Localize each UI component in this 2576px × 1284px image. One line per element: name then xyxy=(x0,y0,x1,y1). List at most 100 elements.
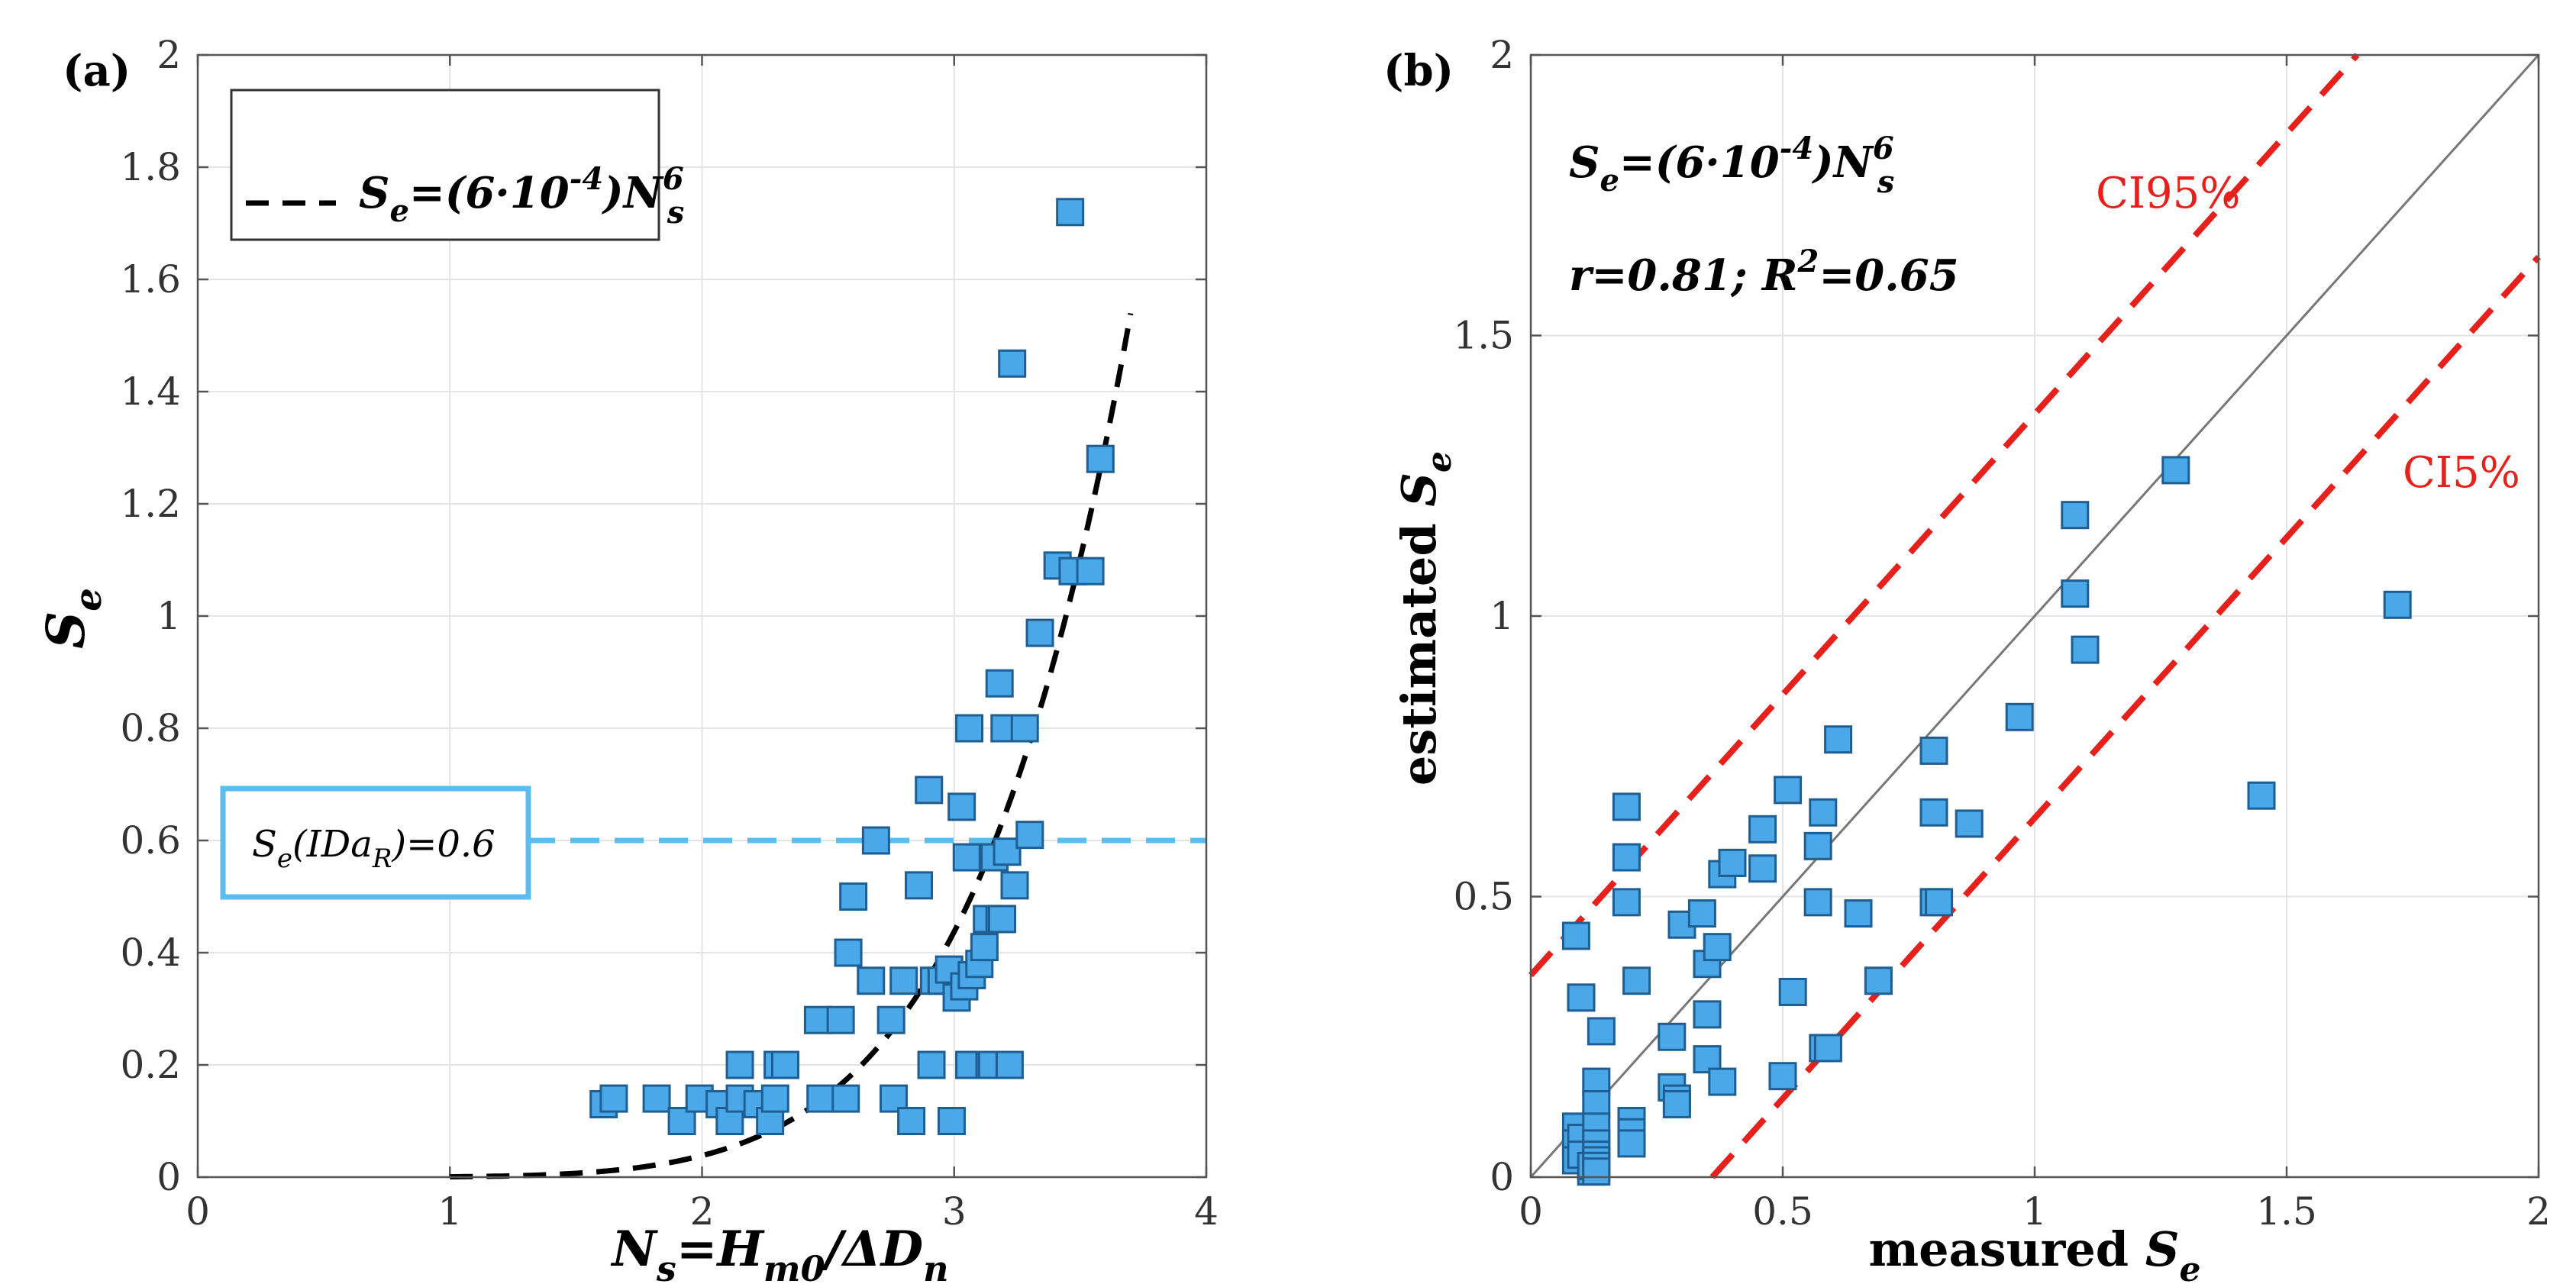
panel-b-data-point xyxy=(1768,1062,1797,1091)
panel-a-data-point xyxy=(831,1084,860,1113)
panel-b-data-point xyxy=(1778,977,1807,1006)
panel-a-data-point xyxy=(1015,821,1044,850)
panel-a-label: (a) xyxy=(63,46,131,96)
panel-b-data-point xyxy=(1693,1000,1722,1029)
panel-a-ytick-label: 0 xyxy=(157,1155,181,1199)
panel-a-xtick-label: 3 xyxy=(942,1189,967,1234)
panel-b-ytick-label: 2 xyxy=(1490,33,1514,77)
panel-b-data-point xyxy=(2383,590,2412,619)
panel-a-ytick-label: 1.4 xyxy=(120,369,181,414)
panel-a-data-point xyxy=(1086,444,1115,473)
panel-a-data-point xyxy=(998,349,1027,378)
panel-a-data-point xyxy=(806,1084,835,1113)
panel-b-data-point xyxy=(1687,899,1716,928)
panel-a-data-point xyxy=(915,776,944,805)
panel-b-label: (b) xyxy=(1383,46,1454,96)
panel-a-data-point xyxy=(770,1050,799,1079)
panel-b-data-point xyxy=(1658,1022,1687,1051)
panel-b-data-point xyxy=(1919,798,1948,827)
panel-a-data-point xyxy=(1010,714,1039,743)
panel-a-data-point xyxy=(826,1005,855,1034)
panel-a-data-point xyxy=(1056,198,1085,227)
panel-b-xtick-label: 0.5 xyxy=(1752,1189,1813,1234)
panel-a-ytick-label: 1.8 xyxy=(120,145,181,189)
ci95-label: CI95% xyxy=(2096,169,2240,218)
panel-b-ytick-label: 0 xyxy=(1490,1155,1514,1199)
panel-b-data-point xyxy=(1561,921,1590,950)
panel-a-ylabel: Se xyxy=(36,588,110,649)
panel-b-data-point xyxy=(2161,456,2190,485)
panel-a-data-point xyxy=(995,1050,1024,1079)
panel-a-xlabel: Ns=Hm0/ΔDn xyxy=(610,1221,948,1284)
panel-b-data-point xyxy=(1864,966,1893,995)
panel-a-ytick-label: 1.6 xyxy=(120,257,181,302)
panel-b-data-point xyxy=(1803,888,1832,917)
panel-a-data-point xyxy=(947,792,976,821)
panel-b-xtick-label: 0 xyxy=(1519,1189,1543,1234)
panel-a-ytick-label: 0.4 xyxy=(120,931,181,975)
panel-b-ticks: 0 0.5 1 1.5 2 0 0.5 1 1.5 2 xyxy=(1453,33,2550,1234)
panel-a-data-point xyxy=(1000,871,1029,900)
panel-b-data-point xyxy=(1567,983,1596,1012)
panel-b-equation: Se=(6·10-4)N6 s xyxy=(1569,131,1894,200)
panel-a-data-point xyxy=(1025,618,1054,647)
panel-b-points xyxy=(1561,456,2412,1186)
panel-a-data-point xyxy=(599,1084,628,1113)
panel-b-ytick-label: 0.5 xyxy=(1453,875,1514,919)
panel-b-data-point xyxy=(1718,848,1747,877)
panel-a-data-point xyxy=(952,843,981,872)
panel-b-xlabel: measured Se xyxy=(1868,1221,2200,1284)
identity-line xyxy=(1529,53,2540,1179)
panel-a-ytick-label: 0.8 xyxy=(120,706,181,750)
panel-b-data-point xyxy=(1844,899,1873,928)
panel-b-data-point xyxy=(2061,501,2090,530)
panel-a-data-point xyxy=(876,1005,905,1034)
panel-b-ytick-label: 1 xyxy=(1490,594,1514,638)
panel-a-data-point xyxy=(861,826,890,855)
panel-a-data-point xyxy=(839,882,868,911)
ci5-label: CI5% xyxy=(2403,448,2520,498)
panel-b-xtick-label: 2 xyxy=(2526,1189,2551,1234)
panel-b-data-point xyxy=(1612,843,1641,872)
panel-b-stats: r=0.81; R2=0.65 xyxy=(1569,244,1959,301)
panel-a-data-point xyxy=(834,938,863,967)
panel-b-data-point xyxy=(2005,702,2034,731)
legend-box xyxy=(230,89,660,241)
panel-a-points xyxy=(589,198,1115,1135)
panel-b-data-point xyxy=(1617,1129,1646,1158)
panel-a-data-point xyxy=(987,905,1016,934)
panel-b-data-point xyxy=(1774,776,1803,805)
panel-b-data-point xyxy=(1813,1034,1842,1063)
panel-b-xtick-label: 1 xyxy=(2022,1189,2047,1234)
panel-a-data-point xyxy=(905,871,934,900)
panel-b-data-point xyxy=(1612,888,1641,917)
panel-a-ytick-label: 1.2 xyxy=(120,482,181,526)
panel-a-data-point xyxy=(889,966,918,995)
panel-b-data-point xyxy=(1803,831,1832,860)
panel-a-data-point xyxy=(917,1050,946,1079)
panel-a-ytick-label: 1 xyxy=(157,594,181,638)
panel-b-data-point xyxy=(1824,725,1853,754)
fit-curve xyxy=(450,312,1134,1180)
panel-b-data-point xyxy=(1622,966,1651,995)
panel-a-data-point xyxy=(985,669,1014,698)
ci5-line xyxy=(1709,254,2541,1179)
panel-b-data-point xyxy=(1809,798,1838,827)
panel-b-data-point xyxy=(1582,1157,1611,1186)
panel-b-data-point xyxy=(1703,933,1732,962)
panel-a-data-point xyxy=(970,933,999,962)
panel-b-data-point xyxy=(2247,781,2276,810)
panel-b-frame xyxy=(1529,53,2540,1179)
panel-a-data-point xyxy=(897,1107,926,1135)
panel-a-ytick-label: 0.2 xyxy=(120,1043,181,1087)
panel-b-data-point xyxy=(1748,854,1777,883)
panel-a-ytick-label: 0.6 xyxy=(120,818,181,863)
panel-a-xtick-label: 1 xyxy=(437,1189,462,1234)
panel-b-data-point xyxy=(2071,635,2100,664)
panel-a-data-point xyxy=(642,1084,671,1113)
panel-a-xtick-label: 2 xyxy=(690,1189,715,1234)
panel-b-data-point xyxy=(1612,792,1641,821)
ci95-line xyxy=(1528,53,2360,978)
panel-a-frame xyxy=(196,53,1208,1179)
